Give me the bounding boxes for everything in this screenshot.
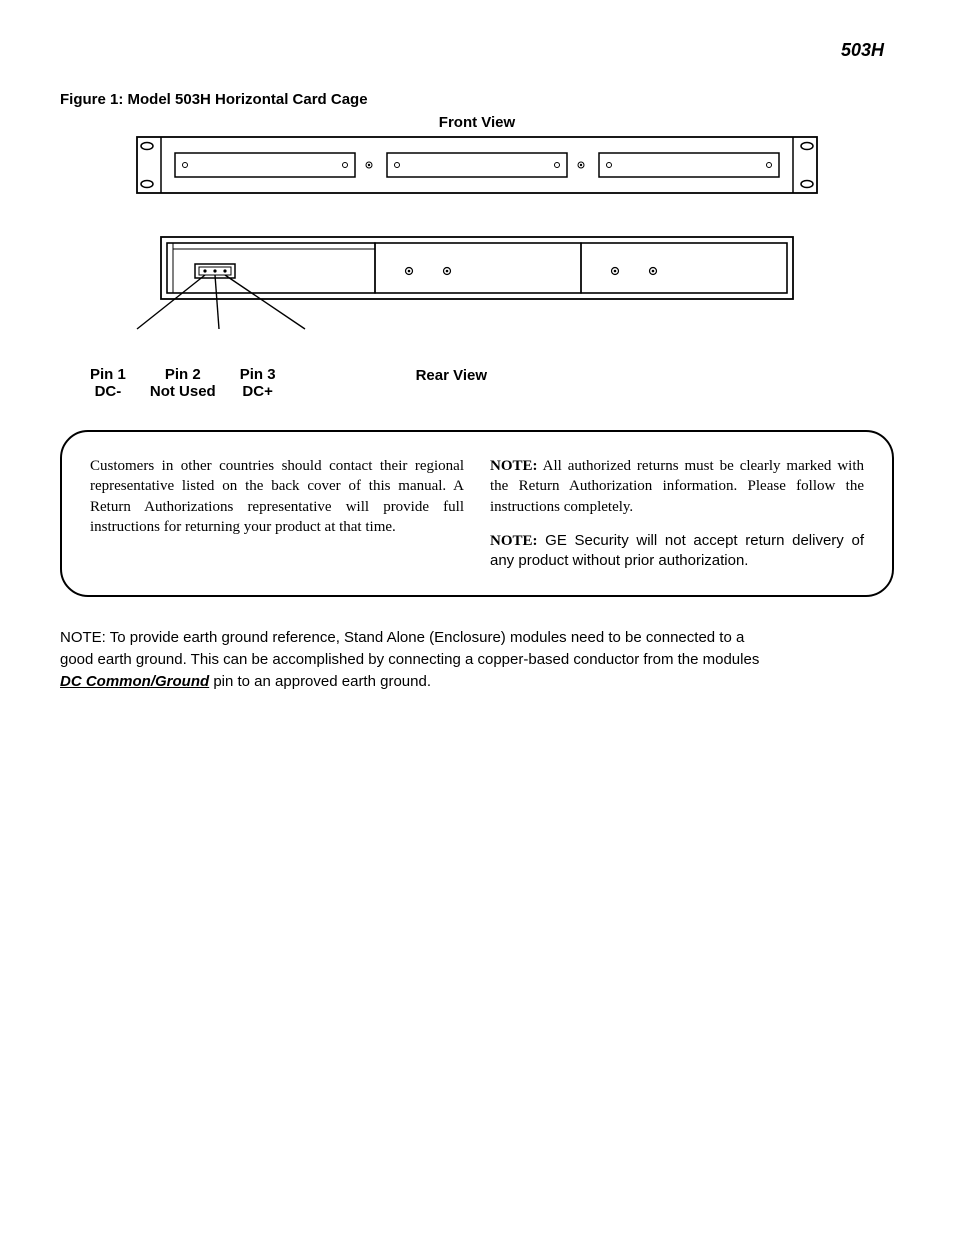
front-view-label: Front View bbox=[60, 114, 894, 131]
pin-2: Pin 2 Not Used bbox=[150, 366, 216, 400]
diagram-wrap bbox=[60, 131, 894, 366]
note-box: Customers in other countries should cont… bbox=[60, 430, 894, 597]
bottom-note-prefix: NOTE: To provide earth ground reference,… bbox=[60, 629, 759, 668]
note-right-1-text: All authorized returns must be clearly m… bbox=[490, 458, 864, 515]
bottom-note: NOTE: To provide earth ground reference,… bbox=[60, 627, 760, 692]
bottom-note-underline: DC Common/Ground bbox=[60, 673, 209, 690]
figure-title: Figure 1: Model 503H Horizontal Card Cag… bbox=[60, 91, 894, 108]
pin-2-top: Pin 2 bbox=[150, 366, 216, 383]
pin-3-top: Pin 3 bbox=[240, 366, 276, 383]
pin-3: Pin 3 DC+ bbox=[240, 366, 276, 400]
page: 503H Figure 1: Model 503H Horizontal Car… bbox=[0, 0, 954, 1235]
note-right-2-text: GE Security will not accept return deliv… bbox=[490, 532, 864, 569]
pin-3-bot: DC+ bbox=[240, 383, 276, 400]
card-cage-diagram bbox=[97, 131, 857, 361]
pin-2-bot: Not Used bbox=[150, 383, 216, 400]
pin-1-bot: DC- bbox=[90, 383, 126, 400]
note-right-1: NOTE: All authorized returns must be cle… bbox=[490, 456, 864, 517]
bottom-note-suffix: pin to an approved earth ground. bbox=[209, 673, 431, 690]
rear-view-label: Rear View bbox=[416, 367, 487, 384]
pin-1: Pin 1 DC- bbox=[90, 366, 126, 400]
note-right-2-label: NOTE: bbox=[490, 533, 538, 549]
pin-labels: Pin 1 DC- Pin 2 Not Used Pin 3 DC+ bbox=[90, 366, 276, 400]
note-left-col: Customers in other countries should cont… bbox=[90, 456, 464, 571]
note-left-para: Customers in other countries should cont… bbox=[90, 456, 464, 537]
note-right-2: NOTE: GE Security will not accept return… bbox=[490, 531, 864, 572]
note-right-col: NOTE: All authorized returns must be cle… bbox=[490, 456, 864, 571]
header-model: 503H bbox=[60, 40, 894, 61]
pin-1-top: Pin 1 bbox=[90, 366, 126, 383]
note-right-1-label: NOTE: bbox=[490, 458, 538, 474]
diagram-area: Pin 1 DC- Pin 2 Not Used Pin 3 DC+ Rear … bbox=[60, 131, 894, 400]
